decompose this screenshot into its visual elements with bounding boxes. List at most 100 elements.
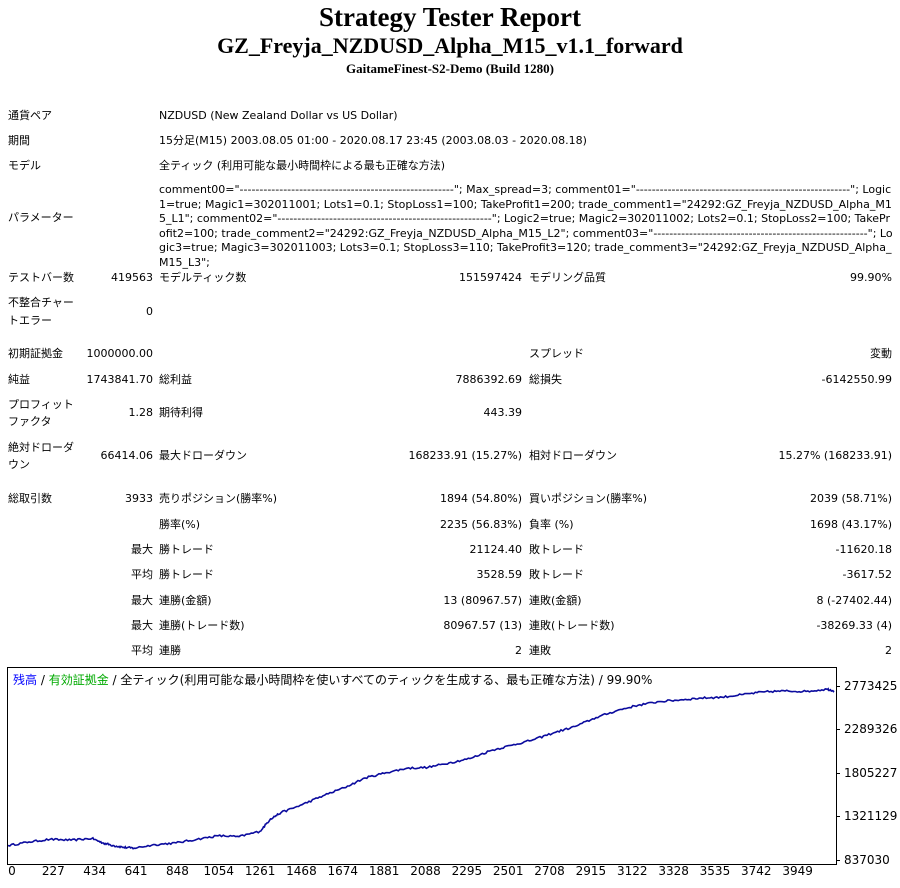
- legend-separator: /: [108, 673, 121, 687]
- consec-loss-count-value: -38269.33 (4): [816, 619, 892, 632]
- max-label: 最大: [131, 594, 153, 607]
- model-value: 全ティック (利用可能な最小時間枠による最も正確な方法): [159, 159, 446, 172]
- x-tick-label: 1881: [368, 864, 400, 878]
- y-tick-label: 1805227: [844, 766, 898, 780]
- consec-win-amount-label: 連勝(金額): [159, 594, 212, 607]
- x-tick-label: 1054: [203, 864, 235, 878]
- y-tick-mark: [836, 729, 840, 730]
- consec-loss-amount-value: 8 (-27402.44): [816, 594, 892, 607]
- max-loss-trade-label: 敗トレード: [529, 543, 584, 556]
- x-tick-label: 2501: [492, 864, 524, 878]
- x-tick-label: 2915: [575, 864, 607, 878]
- y-tick-mark: [836, 686, 840, 687]
- consec-win-count-label: 連勝(トレード数): [159, 619, 245, 632]
- x-tick-label: 2088: [410, 864, 441, 878]
- max-win-trade-value: 21124.40: [469, 543, 523, 556]
- spread-value: 変動: [870, 347, 892, 360]
- params-label: パラメーター: [8, 211, 74, 224]
- avg-label: 平均: [131, 644, 153, 657]
- symbol-label: 通貨ペア: [8, 109, 52, 122]
- model-label: モデル: [8, 159, 41, 172]
- consec-loss-amount-label: 連敗(金額): [529, 594, 582, 607]
- y-tick-label: 837030: [844, 853, 890, 867]
- mismatch-value: 0: [146, 305, 153, 318]
- quality-value: 99.90%: [850, 271, 892, 284]
- balance-chart: 残高 / 有効証拠金 / 全ティック(利用可能な最小時間枠を使いすべてのティック…: [7, 667, 837, 865]
- mismatch-label-2: トエラー: [8, 314, 52, 327]
- gross-profit-label: 総利益: [159, 373, 192, 386]
- consec-loss-count-label: 連敗(トレード数): [529, 619, 615, 632]
- avg-win-trade-label: 勝トレード: [159, 568, 214, 581]
- x-tick-label: 641: [124, 864, 148, 878]
- abs-dd-label-2: ウン: [8, 458, 30, 471]
- avg-label: 平均: [131, 568, 153, 581]
- balance-series-line: [8, 687, 835, 850]
- avg-consec-win-value: 2: [515, 644, 522, 657]
- y-tick-label: 1321129: [844, 809, 898, 823]
- y-tick-mark: [836, 860, 840, 861]
- pf-label-2: ファクタ: [8, 415, 52, 428]
- x-tick-label: 848: [165, 864, 189, 878]
- total-trades-label: 総取引数: [8, 492, 52, 505]
- x-tick-label: 1468: [286, 864, 317, 878]
- avg-loss-trade-label: 敗トレード: [529, 568, 584, 581]
- max-label: 最大: [131, 543, 153, 556]
- x-tick-label: 3535: [699, 864, 731, 878]
- lossrate-value: 1698 (43.17%): [809, 518, 892, 531]
- ea-name: GZ_Freyja_NZDUSD_Alpha_M15_v1.1_forward: [217, 33, 683, 58]
- pf-label-1: プロフィット: [8, 398, 74, 411]
- payoff-value: 443.39: [483, 406, 523, 419]
- short-positions-label: 売りポジション(勝率%): [159, 492, 278, 505]
- ticks-label: モデルティック数: [159, 271, 247, 284]
- rel-dd-value: 15.27% (168233.91): [778, 449, 892, 462]
- lossrate-label: 負率 (%): [529, 518, 574, 531]
- x-tick-label: 0: [8, 864, 16, 878]
- x-tick-label: 3122: [616, 864, 648, 878]
- y-tick-label: 2289326: [844, 722, 898, 736]
- quality-label: モデリング品質: [529, 271, 606, 284]
- bars-value: 419563: [111, 271, 153, 284]
- params-value: comment00="-----------------------------…: [159, 183, 893, 269]
- legend-separator: /: [37, 673, 49, 687]
- max-win-trade-label: 勝トレード: [159, 543, 214, 556]
- y-tick-label: 2773425: [844, 679, 898, 693]
- long-positions-label: 買いポジション(勝率%): [529, 492, 648, 505]
- bars-label: テストバー数: [8, 271, 74, 284]
- max-loss-trade-value: -11620.18: [835, 543, 892, 556]
- consec-win-count-value: 80967.57 (13): [443, 619, 522, 632]
- max-label: 最大: [131, 619, 153, 632]
- report-title: Strategy Tester Report: [319, 2, 581, 32]
- x-tick-label: 3949: [782, 864, 813, 878]
- total-trades-value: 3933: [125, 492, 153, 505]
- mismatch-label-1: 不整合チャー: [8, 296, 74, 309]
- avg-loss-trade-value: -3617.52: [842, 568, 892, 581]
- chart-legend: 残高 / 有効証拠金 / 全ティック(利用可能な最小時間枠を使いすべてのティック…: [13, 672, 652, 688]
- gross-profit-value: 7886392.69: [455, 373, 522, 386]
- avg-consec-win-label: 連勝: [159, 644, 181, 657]
- winrate-value: 2235 (56.83%): [439, 518, 522, 531]
- x-tick-label: 1674: [327, 864, 359, 878]
- legend-balance: 残高: [13, 673, 38, 687]
- consec-win-amount-value: 13 (80967.57): [443, 594, 522, 607]
- y-tick-mark: [836, 773, 840, 774]
- payoff-label: 期待利得: [159, 406, 203, 419]
- legend-description: 全ティック(利用可能な最小時間枠を使いすべてのティックを生成する、最も正確な方法…: [120, 673, 653, 687]
- period-label: 期間: [8, 134, 30, 147]
- x-tick-label: 1261: [244, 864, 276, 878]
- spread-label: スプレッド: [529, 347, 584, 360]
- server-info: GaitameFinest-S2-Demo (Build 1280): [346, 61, 554, 76]
- gross-loss-value: -6142550.99: [821, 373, 892, 386]
- abs-dd-label-1: 絶対ドローダ: [8, 441, 74, 454]
- symbol-value: NZDUSD (New Zealand Dollar vs US Dollar): [159, 109, 398, 122]
- x-tick-label: 3742: [741, 864, 772, 878]
- period-value: 15分足(M15) 2003.08.05 01:00 - 2020.08.17 …: [159, 134, 587, 147]
- abs-dd-value: 66414.06: [100, 449, 154, 462]
- long-positions-value: 2039 (58.71%): [809, 492, 892, 505]
- gross-loss-label: 総損失: [529, 373, 562, 386]
- y-tick-mark: [836, 816, 840, 817]
- net-value: 1743841.70: [86, 373, 153, 386]
- x-tick-label: 2295: [451, 864, 483, 878]
- legend-equity: 有効証拠金: [48, 673, 109, 687]
- x-tick-label: 227: [41, 864, 65, 878]
- max-dd-label: 最大ドローダウン: [159, 449, 247, 462]
